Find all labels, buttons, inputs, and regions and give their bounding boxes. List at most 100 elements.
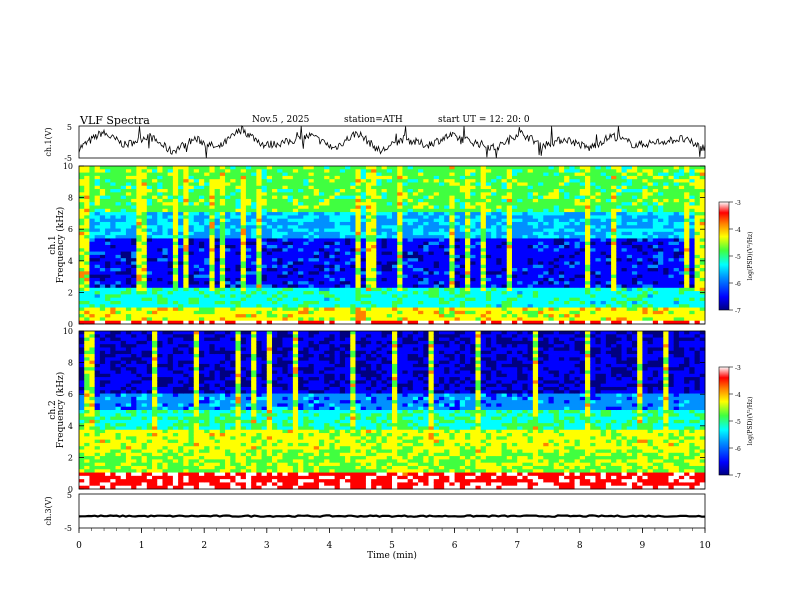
spectrogram-cell <box>569 205 575 210</box>
spectrogram-cell <box>522 169 529 173</box>
spectrogram-cell <box>313 291 320 295</box>
spectrogram-cell <box>616 172 622 177</box>
spectrogram-cell <box>558 268 565 272</box>
spectrogram-cell <box>433 228 440 233</box>
spectrogram-cell <box>350 231 356 236</box>
spectrogram-cell <box>569 228 575 233</box>
spectrogram-cell <box>459 317 466 322</box>
spectrogram-cell <box>412 307 419 312</box>
spectrogram-cell <box>225 254 231 259</box>
spectrogram-cell <box>558 254 565 259</box>
spectrogram-cell <box>162 251 169 256</box>
spectrogram-cell <box>511 314 518 318</box>
spectrogram-cell <box>110 208 116 213</box>
spectrogram-cell <box>438 212 445 216</box>
spectrogram-cell <box>496 235 502 239</box>
spectrogram-cell <box>245 228 252 233</box>
spectrogram-cell <box>517 182 523 187</box>
spectrogram-cell <box>256 212 262 216</box>
spectrogram-cell <box>240 300 247 305</box>
spectrogram-cell <box>105 314 111 318</box>
spectrogram-cell <box>496 231 502 236</box>
spectrogram-cell <box>214 195 221 200</box>
spectrogram-cell <box>99 192 106 197</box>
spectrogram-cell <box>193 225 200 229</box>
spectrogram-cell <box>501 175 508 180</box>
spectrogram-cell <box>99 166 106 170</box>
spectrogram-cell <box>428 228 435 233</box>
spectrogram-cell <box>183 317 189 322</box>
spectrogram-cell <box>146 317 153 322</box>
spectrogram-cell <box>141 231 148 236</box>
spectrogram-cell <box>303 304 309 308</box>
spectrogram-cell <box>454 202 461 206</box>
spectrogram-cell <box>141 225 148 229</box>
spectrogram-cell <box>564 291 570 295</box>
spectrogram-cell <box>532 254 539 259</box>
spectrogram-cell <box>574 218 581 223</box>
spectrogram-cell <box>397 284 403 289</box>
spectrogram-cell <box>256 235 262 239</box>
spectrogram-cell <box>574 179 581 183</box>
spectrogram-cell <box>381 195 388 200</box>
spectrogram-cell <box>209 231 216 236</box>
spectrogram-cell <box>272 248 278 252</box>
spectrogram-cell <box>491 166 497 170</box>
spectrogram-cell <box>157 169 163 173</box>
spectrogram-cell <box>423 268 429 272</box>
spectrogram-cell <box>125 281 132 285</box>
spectrogram-cell <box>491 195 497 200</box>
spectrogram-cell <box>178 271 184 276</box>
spectrogram-cell <box>579 228 586 233</box>
spectrogram-cell <box>172 241 179 246</box>
spectrogram-cell <box>553 195 560 200</box>
spectrogram-cell <box>496 169 502 173</box>
spectrogram-cell <box>94 215 101 220</box>
spectrogram-cell <box>569 287 575 292</box>
spectrogram-cell <box>240 198 247 203</box>
spectrogram-cell <box>324 198 330 203</box>
spectrogram-cell <box>553 208 560 213</box>
spectrogram-cell <box>564 218 570 223</box>
spectrogram-cell <box>381 235 388 239</box>
spectrogram-cell <box>418 294 424 299</box>
spectrogram-cell <box>277 284 283 289</box>
spectrogram-cell <box>167 297 174 302</box>
spectrogram-cell <box>595 212 602 216</box>
spectrogram-cell <box>412 172 419 177</box>
spectrogram-cell <box>553 248 560 252</box>
spectrogram-cell <box>99 228 106 233</box>
spectrogram-cell <box>172 258 179 262</box>
spectrogram-cell <box>392 248 398 252</box>
spectrogram-cell <box>162 291 169 295</box>
spectrogram-cell <box>193 245 200 249</box>
spectrogram-cell <box>313 215 320 220</box>
spectrogram-cell <box>318 231 325 236</box>
spectrogram-cell <box>558 218 565 223</box>
spectrogram-cell <box>506 241 513 246</box>
spectrogram-cell <box>240 307 247 312</box>
spectrogram-cell <box>225 307 231 312</box>
station-label: station=ATH <box>344 115 403 125</box>
spectrogram-cell <box>381 274 388 279</box>
spectrogram-cell <box>115 235 122 239</box>
spectrogram-cell <box>277 248 283 252</box>
spectrogram-cell <box>277 192 283 197</box>
spectrogram-cell <box>94 169 101 173</box>
spectrogram-cell <box>214 241 221 246</box>
spectrogram-cell <box>303 268 309 272</box>
spectrogram-cell <box>611 274 617 279</box>
spectrogram-cell <box>214 205 221 210</box>
spectrogram-cell <box>511 281 518 285</box>
spectrogram-cell <box>569 310 575 315</box>
spectrogram-cell <box>470 304 476 308</box>
spectrogram-cell <box>595 291 602 295</box>
spectrogram-cell <box>105 208 111 213</box>
spectrogram-cell <box>392 287 398 292</box>
spectrogram-cell <box>99 198 106 203</box>
spectrogram-cell <box>407 218 414 223</box>
spectrogram-cell <box>360 271 367 276</box>
spectrogram-cell <box>198 218 205 223</box>
spectrogram-cell <box>131 231 137 236</box>
spectrogram-cell <box>371 281 377 285</box>
